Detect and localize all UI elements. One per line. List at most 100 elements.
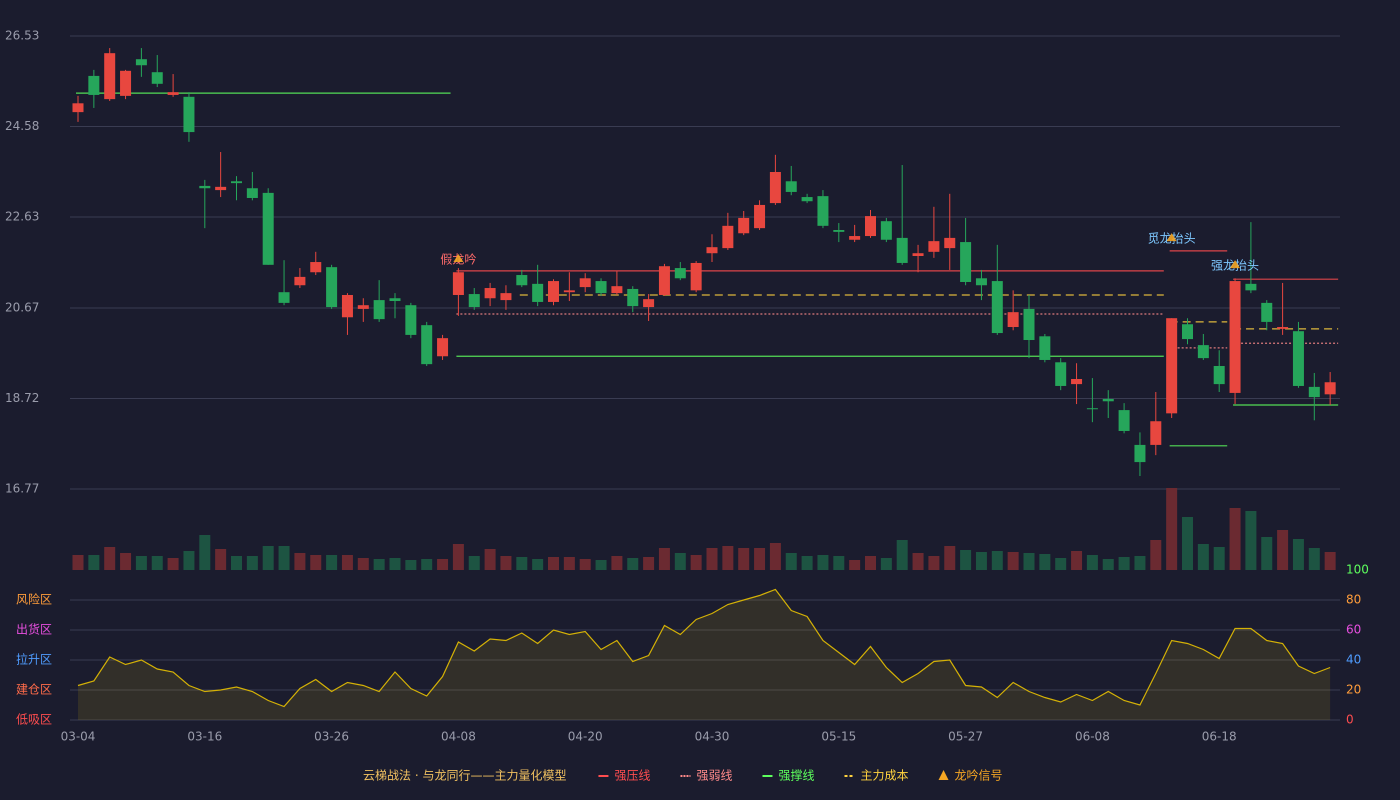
candle-body xyxy=(944,237,956,249)
volume-bar xyxy=(88,555,100,570)
candle-body xyxy=(548,281,559,302)
volume-bar xyxy=(706,548,718,570)
indicator-tick-label: 100 xyxy=(1346,563,1369,577)
volume-bar xyxy=(1229,508,1241,570)
volume-bar xyxy=(991,551,1003,570)
candle-body xyxy=(1324,382,1336,395)
volume-bar xyxy=(833,556,845,570)
candle-body xyxy=(231,181,242,184)
volume-bar xyxy=(1182,517,1193,570)
candle-body xyxy=(421,325,433,365)
volume-bar xyxy=(579,559,591,570)
volume-bar xyxy=(421,559,433,570)
candle-body xyxy=(373,300,385,320)
candle-body xyxy=(912,253,924,257)
volume-bar xyxy=(880,558,892,570)
candle-body xyxy=(1007,312,1019,328)
volume-bar xyxy=(1166,488,1178,570)
volume-bar xyxy=(944,546,956,570)
x-tick-label: 04-30 xyxy=(695,730,730,744)
volume-bar xyxy=(294,553,306,570)
candle-body xyxy=(896,237,908,263)
y-tick-label: 26.53 xyxy=(5,29,39,43)
volume-bar xyxy=(960,550,972,570)
candle-body xyxy=(72,103,84,113)
volume-bar xyxy=(643,557,655,570)
volume-bar xyxy=(1071,551,1083,570)
y-tick-label: 18.72 xyxy=(5,391,39,405)
volume-bar xyxy=(532,559,544,570)
candle-body xyxy=(991,281,1003,334)
candle-body xyxy=(135,59,147,66)
volume-bar xyxy=(183,551,195,570)
candle-body xyxy=(341,294,353,318)
volume-bar xyxy=(769,543,781,570)
y-tick-label: 22.63 xyxy=(5,210,39,224)
candle-body xyxy=(1118,410,1130,431)
candle-body xyxy=(928,241,940,252)
volume-bar xyxy=(658,548,670,570)
volume-bar xyxy=(849,560,861,570)
volume-bar xyxy=(674,553,686,570)
candle-body xyxy=(880,221,892,240)
candle-body xyxy=(452,272,464,295)
volume-bar xyxy=(72,555,84,570)
signal-marker xyxy=(1230,260,1241,269)
candle-body xyxy=(1261,302,1273,322)
x-tick-label: 05-15 xyxy=(821,730,856,744)
candle-body xyxy=(199,185,211,189)
volume-bar xyxy=(928,556,940,570)
x-tick-label: 03-26 xyxy=(314,730,349,744)
candle-body xyxy=(484,288,496,299)
y-tick-label: 16.77 xyxy=(5,482,39,496)
zone-label: 低吸区 xyxy=(16,713,52,727)
candle-body xyxy=(975,278,987,286)
candle-body xyxy=(1245,283,1257,291)
candle-body xyxy=(151,72,163,84)
volume-bar xyxy=(896,540,908,570)
candle-body xyxy=(405,305,417,335)
zone-label: 风险区 xyxy=(16,592,52,607)
candle-body xyxy=(865,216,876,237)
candle-body xyxy=(183,96,195,133)
indicator-tick-label: 60 xyxy=(1346,623,1361,637)
candle-body xyxy=(1039,336,1051,360)
indicator-tick-label: 80 xyxy=(1346,593,1361,607)
volume-bar xyxy=(500,556,512,570)
candle-body xyxy=(754,204,766,229)
x-tick-label: 03-16 xyxy=(187,730,222,744)
volume-bar xyxy=(120,553,132,570)
candle-body xyxy=(706,247,718,254)
volume-bar xyxy=(357,558,369,570)
candle-body xyxy=(769,171,781,204)
legend-item: 龙吟信号 xyxy=(955,768,1003,783)
signal-marker xyxy=(1166,233,1177,242)
candle-body xyxy=(468,294,480,308)
candle-body xyxy=(1055,362,1067,386)
candle-body xyxy=(801,197,813,202)
legend-item: 主力成本 xyxy=(861,769,909,783)
volume-bar xyxy=(215,549,227,570)
volume-bar xyxy=(801,556,813,570)
volume-bar xyxy=(548,557,559,570)
indicator-tick-label: 20 xyxy=(1346,683,1361,697)
volume-bar xyxy=(563,557,575,570)
volume-bar xyxy=(1308,548,1320,570)
x-tick-label: 06-18 xyxy=(1202,730,1237,744)
volume-bar xyxy=(1102,559,1114,570)
signal-marker xyxy=(453,254,464,263)
legend-item: 强压线 xyxy=(614,769,650,783)
candle-body xyxy=(326,267,338,308)
y-tick-label: 20.67 xyxy=(5,300,39,314)
candle-body xyxy=(1277,327,1289,329)
volume-bar xyxy=(516,557,528,570)
volume-bar xyxy=(817,555,829,570)
candle-body xyxy=(1166,318,1178,414)
candle-body xyxy=(310,262,322,273)
volume-bar xyxy=(1118,557,1130,570)
x-tick-label: 04-20 xyxy=(568,730,603,744)
volume-bar xyxy=(1023,553,1035,570)
volume-bar xyxy=(326,555,338,570)
candle-body xyxy=(88,75,100,95)
